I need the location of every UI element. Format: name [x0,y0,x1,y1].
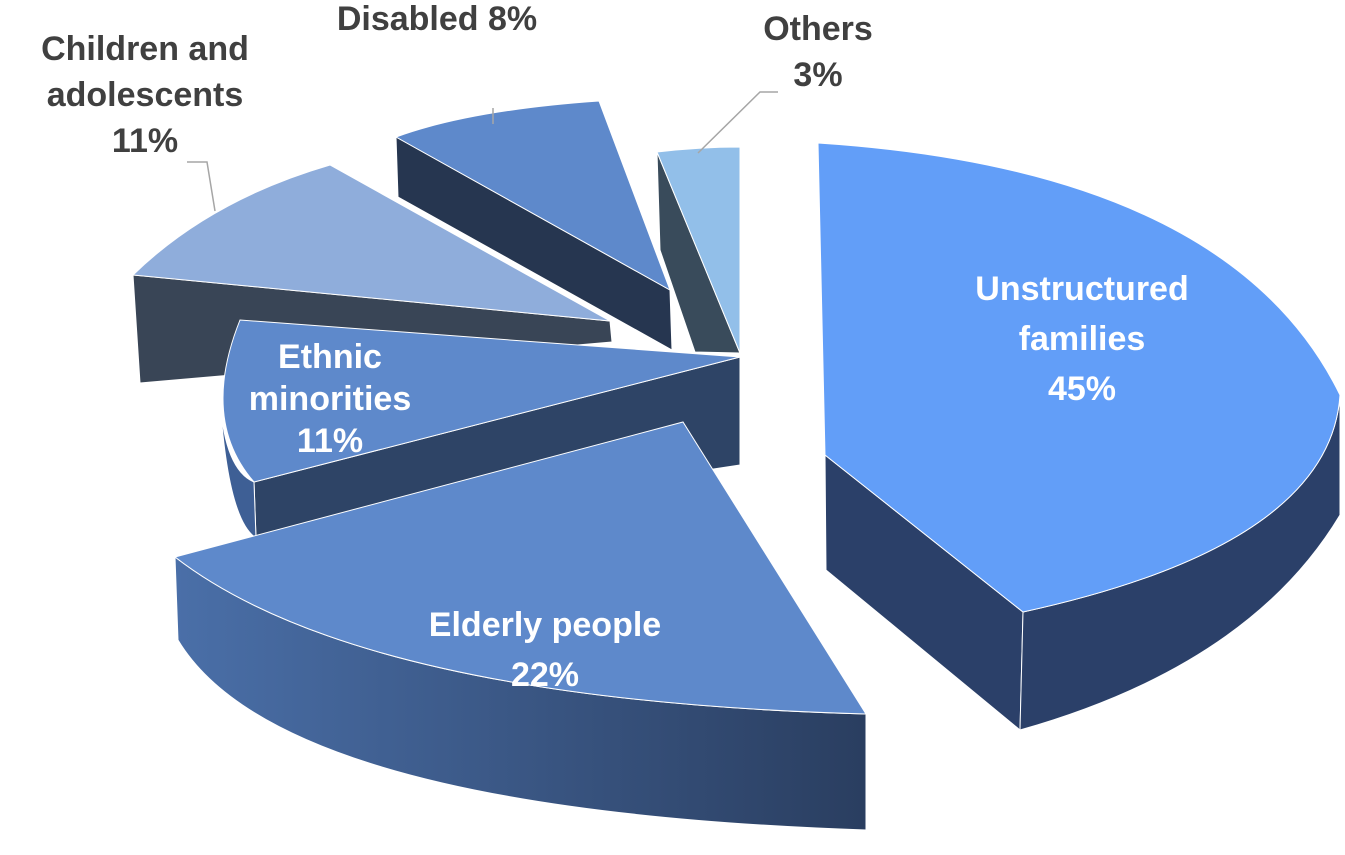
slice-labels: Unstructured families 45% Elderly people 22%… [41,0,1189,694]
leader-line-children-and-adolescents [187,161,216,212]
data-label-line: adolescents [47,76,244,114]
slice-unstructured-families [817,142,1341,613]
data-label-elderly-people: Elderly people 22% [429,606,661,694]
data-label-unstructured-families: Unstructured families 45% [975,270,1188,408]
slice-others [656,146,741,354]
leader-line-others [697,91,778,154]
data-label-line: families [1019,320,1146,358]
slice-ethnic-minorities [222,319,741,483]
slice-elderly-people [173,421,867,715]
data-label-line: 3% [793,56,842,94]
leader-lines [187,91,778,212]
slice-disabled [394,100,671,292]
slice-children-and-adolescents [131,164,611,322]
data-label-line: Unstructured [975,270,1188,308]
data-label-ethnic-minorities: Ethnic minorities 11% [249,338,411,460]
data-label-line: minorities [249,380,411,418]
data-label-line: Others [763,10,873,48]
data-label-line: Elderly people [429,606,661,644]
data-label-line: Ethnic [278,338,382,376]
data-label-line: 22% [511,656,579,694]
data-label-others: Others 3% [763,10,873,94]
data-label-disabled: Disabled 8% [337,0,537,38]
data-label-line: Disabled 8% [337,0,537,38]
data-label-line: 11% [112,122,178,160]
data-label-line: 11% [297,422,363,460]
data-label-line: 45% [1048,370,1116,408]
data-label-line: Children and [41,30,249,68]
slice-tops [131,100,1341,715]
data-label-children-and-adolescents: Children and adolescents 11% [41,30,249,160]
